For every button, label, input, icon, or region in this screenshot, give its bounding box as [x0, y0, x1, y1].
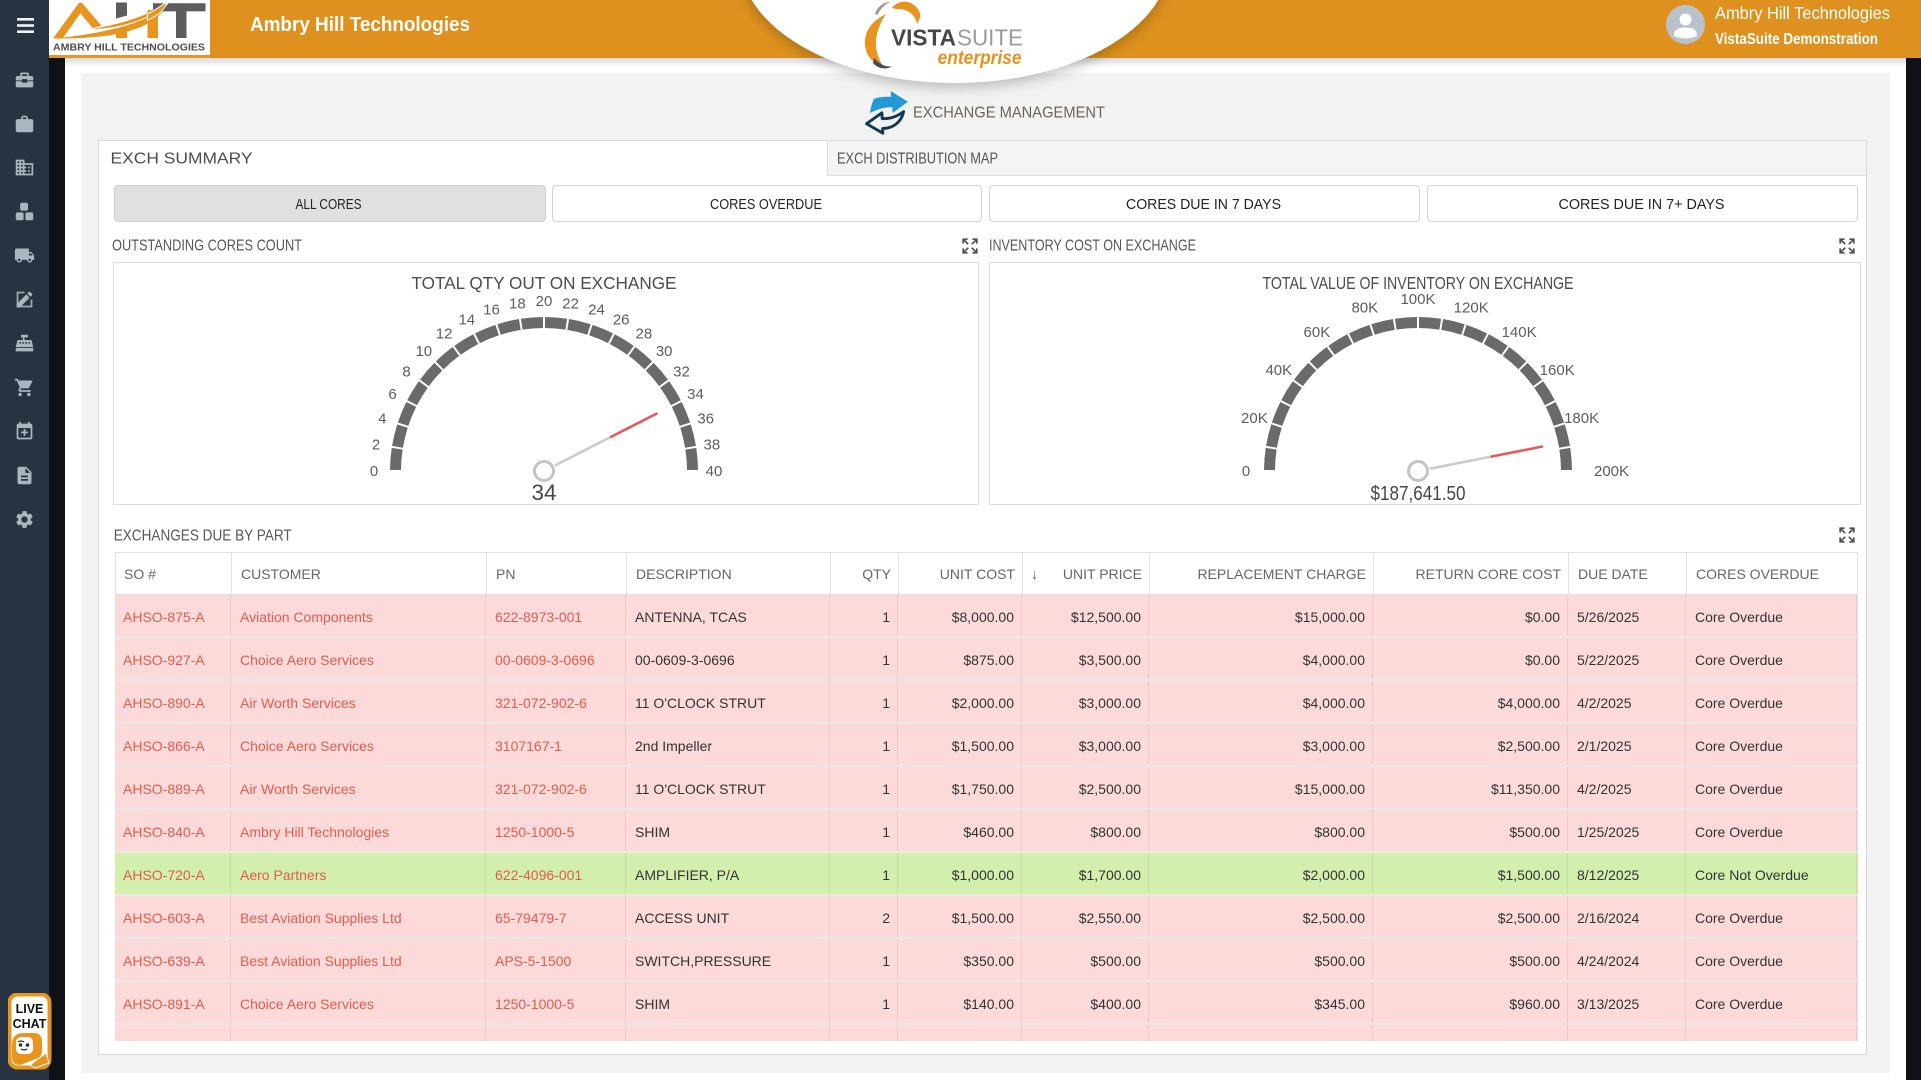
- svg-text:30: 30: [656, 343, 673, 360]
- svg-text:TOTAL VALUE OF INVENTORY ON EX: TOTAL VALUE OF INVENTORY ON EXCHANGE: [1263, 273, 1574, 293]
- svg-text:160K: 160K: [1540, 362, 1575, 379]
- svg-text:4: 4: [378, 411, 386, 428]
- svg-text:22: 22: [562, 295, 579, 312]
- svg-text:0: 0: [370, 463, 378, 480]
- svg-text:140K: 140K: [1502, 324, 1537, 341]
- svg-text:34: 34: [687, 386, 704, 403]
- svg-text:0: 0: [1242, 463, 1250, 480]
- svg-text:120K: 120K: [1454, 300, 1489, 317]
- svg-text:180K: 180K: [1564, 410, 1599, 427]
- svg-text:6: 6: [388, 386, 396, 403]
- svg-text:8: 8: [402, 363, 410, 380]
- svg-text:18: 18: [509, 295, 526, 312]
- svg-text:AMBRY HILL TECHNOLOGIES: AMBRY HILL TECHNOLOGIES: [53, 43, 205, 54]
- svg-text:80K: 80K: [1351, 300, 1378, 317]
- svg-text:2: 2: [372, 437, 380, 454]
- svg-text:200K: 200K: [1594, 463, 1629, 480]
- svg-text:40K: 40K: [1265, 362, 1292, 379]
- svg-text:14: 14: [458, 312, 475, 329]
- svg-text:38: 38: [704, 437, 721, 454]
- svg-text:SUITE: SUITE: [957, 25, 1023, 51]
- svg-text:enterprise: enterprise: [938, 48, 1022, 69]
- svg-text:CHAT: CHAT: [13, 1017, 47, 1031]
- svg-text:36: 36: [697, 411, 714, 428]
- svg-text:100K: 100K: [1400, 291, 1435, 308]
- svg-text:26: 26: [613, 312, 630, 329]
- svg-text:$187,641.50: $187,641.50: [1371, 483, 1466, 504]
- svg-text:24: 24: [588, 302, 605, 319]
- svg-text:TOTAL QTY OUT ON EXCHANGE: TOTAL QTY OUT ON EXCHANGE: [412, 273, 677, 293]
- svg-text:16: 16: [483, 302, 500, 319]
- svg-text:20K: 20K: [1241, 410, 1268, 427]
- svg-text:VISTA: VISTA: [891, 25, 956, 51]
- svg-text:12: 12: [436, 326, 453, 343]
- svg-text:LIVE: LIVE: [16, 1002, 44, 1016]
- svg-text:20: 20: [536, 293, 553, 310]
- svg-text:34: 34: [532, 480, 557, 504]
- svg-text:10: 10: [415, 343, 432, 360]
- svg-text:32: 32: [673, 363, 690, 380]
- svg-text:28: 28: [636, 326, 653, 343]
- svg-text:60K: 60K: [1304, 324, 1331, 341]
- svg-text:40: 40: [706, 463, 723, 480]
